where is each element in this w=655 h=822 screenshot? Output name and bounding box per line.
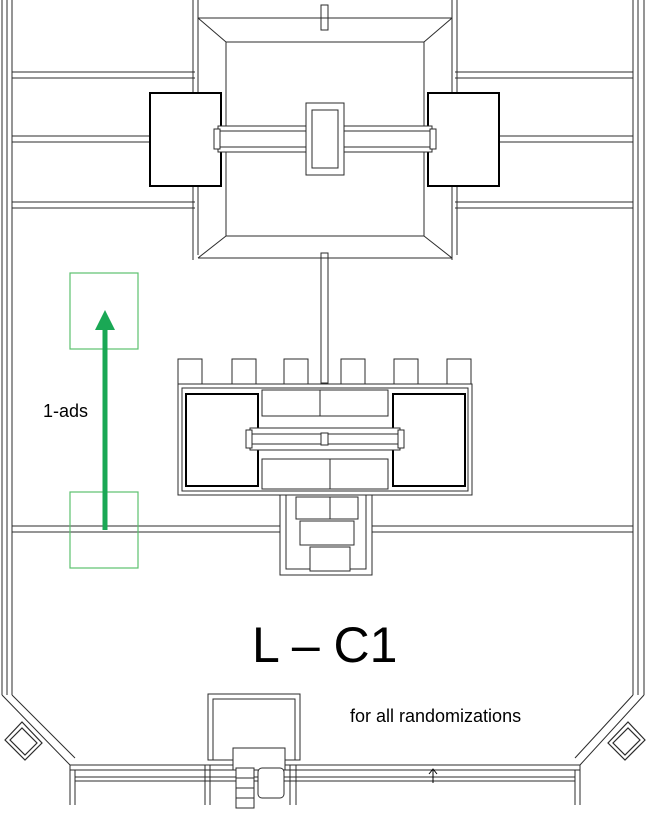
small-up-arrow-icon <box>428 768 438 783</box>
note-label: for all randomizations <box>350 706 521 726</box>
room-label: L – C1 <box>252 617 397 673</box>
corner-unit-right <box>607 721 646 761</box>
heavy-box-left <box>149 92 222 187</box>
tabs-row <box>177 358 472 385</box>
move-label: 1-ads <box>43 401 88 421</box>
corner-unit-left <box>4 721 43 761</box>
horizontal-bands <box>12 71 633 533</box>
upper-crossbar <box>213 102 437 176</box>
lower-platform <box>177 383 473 496</box>
bottom-door <box>207 693 301 809</box>
heavy-box-right <box>427 92 500 187</box>
lower-stack <box>279 494 373 576</box>
outer-walls <box>1 0 645 805</box>
upper-frame <box>192 0 458 384</box>
